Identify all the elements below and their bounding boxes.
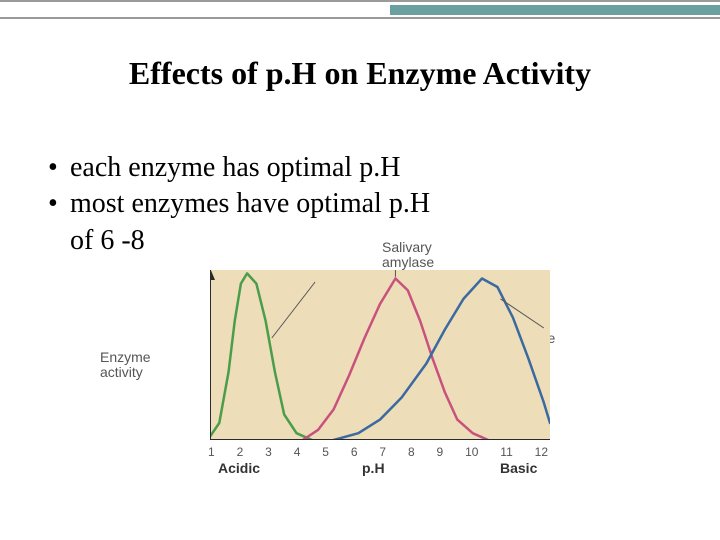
x-tick-label: 1 [208,445,215,459]
x-tick-label: 7 [379,445,386,459]
bullet-text-cont: of 6 -8 [70,225,145,256]
bullet-item: •each enzyme has optimal p.H [48,150,430,186]
x-tick-labels: 123456789101112 [208,445,548,459]
bullet-text: most enzymes have optimal p.H [70,188,430,219]
bullet-text: each enzyme has optimal p.H [70,152,400,183]
x-axis-mid-label: p.H [362,460,385,476]
header-bar [0,0,720,2]
x-tick-label: 4 [294,445,301,459]
slide-title: Effects of p.H on Enzyme Activity [0,55,720,92]
x-tick-label: 11 [500,445,512,459]
header-accent-bar [390,5,720,15]
x-tick-label: 5 [322,445,329,459]
x-tick-label: 10 [465,445,478,459]
x-tick-label: 12 [535,445,548,459]
x-tick-label: 3 [265,445,272,459]
y-axis-label: Enzymeactivity [100,350,151,381]
header-thin-line-2 [0,17,720,19]
bullet-cont: of 6 -8 [48,223,430,259]
x-tick-label: 8 [408,445,415,459]
bullet-list: •each enzyme has optimal p.H •most enzym… [48,150,430,259]
series-label-amylase: Salivaryamylase [382,240,434,269]
enzyme-chart: Enzymeactivity Salivaryamylase Pepsin Ar… [130,260,590,490]
x-axis-right-label: Basic [500,460,537,476]
x-tick-label: 2 [237,445,244,459]
header-thin-line-1 [0,0,720,2]
x-axis-left-label: Acidic [218,460,260,476]
x-tick-label: 6 [351,445,358,459]
bullet-item: •most enzymes have optimal p.H [48,186,430,222]
x-tick-label: 9 [437,445,444,459]
chart-background [210,270,550,440]
chart-svg [210,270,550,440]
